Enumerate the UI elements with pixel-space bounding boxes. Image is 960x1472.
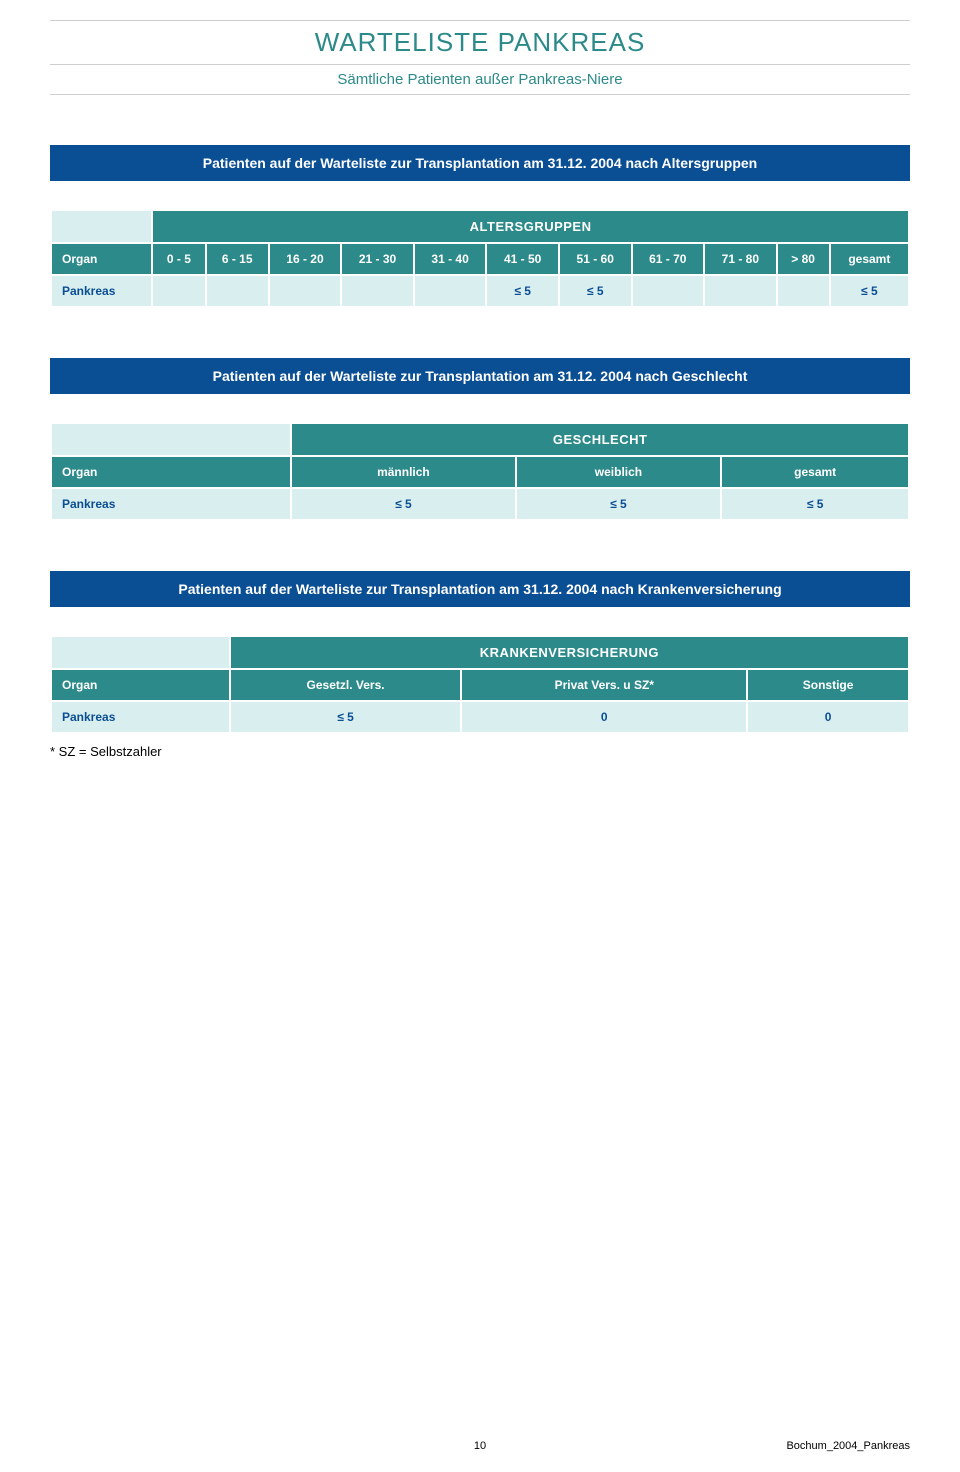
- table-group-header: ALTERSGRUPPEN: [153, 211, 908, 242]
- table-cell: [778, 276, 829, 306]
- table-col-header: 41 - 50: [487, 244, 558, 274]
- table-corner: [52, 211, 151, 242]
- table-cell: ≤ 5: [722, 489, 908, 519]
- data-table: ALTERSGRUPPENOrgan0 - 56 - 1516 - 2021 -…: [50, 209, 910, 308]
- table-col-header: gesamt: [831, 244, 908, 274]
- table-col-header: 71 - 80: [705, 244, 776, 274]
- table-cell: ≤ 5: [231, 702, 461, 732]
- table-col-header: 0 - 5: [153, 244, 204, 274]
- table-col-header: 61 - 70: [633, 244, 704, 274]
- table-cell: 0: [462, 702, 746, 732]
- table-row-label: Pankreas: [52, 489, 290, 519]
- table-cell: 0: [748, 702, 908, 732]
- table-cell: ≤ 5: [292, 489, 514, 519]
- table-cell: [705, 276, 776, 306]
- footnote: * SZ = Selbstzahler: [50, 744, 910, 759]
- table-col-header: 6 - 15: [207, 244, 268, 274]
- data-table: KRANKENVERSICHERUNGOrganGesetzl. Vers.Pr…: [50, 635, 910, 734]
- table-group-header: GESCHLECHT: [292, 424, 908, 455]
- page-subtitle: Sämtliche Patienten außer Pankreas-Niere: [50, 65, 910, 95]
- page-title: WARTELISTE PANKREAS: [50, 20, 910, 65]
- table-first-col-header: Organ: [52, 457, 290, 487]
- table-col-header: Sonstige: [748, 670, 908, 700]
- table-cell: [342, 276, 413, 306]
- data-table: GESCHLECHTOrganmännlichweiblichgesamt Pan…: [50, 422, 910, 521]
- table-col-header: 21 - 30: [342, 244, 413, 274]
- table-cell: ≤ 5: [560, 276, 631, 306]
- table-cell: [153, 276, 204, 306]
- table-col-header: Gesetzl. Vers.: [231, 670, 461, 700]
- table-cell: ≤ 5: [831, 276, 908, 306]
- section-banner: Patienten auf der Warteliste zur Transpl…: [50, 358, 910, 394]
- table-corner: [52, 424, 290, 455]
- table-cell: [207, 276, 268, 306]
- table-col-header: 16 - 20: [270, 244, 341, 274]
- table-col-header: 31 - 40: [415, 244, 486, 274]
- section-banner: Patienten auf der Warteliste zur Transpl…: [50, 145, 910, 181]
- table-first-col-header: Organ: [52, 244, 151, 274]
- table-row-label: Pankreas: [52, 702, 229, 732]
- table-col-header: weiblich: [517, 457, 721, 487]
- sections-container: Patienten auf der Warteliste zur Transpl…: [50, 145, 910, 759]
- table-col-header: gesamt: [722, 457, 908, 487]
- table-row-label: Pankreas: [52, 276, 151, 306]
- page-footer: 10 Bochum_2004_Pankreas: [50, 1440, 910, 1452]
- footer-doc-id: Bochum_2004_Pankreas: [786, 1440, 910, 1452]
- table-cell: ≤ 5: [487, 276, 558, 306]
- table-corner: [52, 637, 229, 668]
- table-cell: [270, 276, 341, 306]
- table-col-header: 51 - 60: [560, 244, 631, 274]
- page-header: WARTELISTE PANKREAS Sämtliche Patienten …: [50, 20, 910, 95]
- table-col-header: männlich: [292, 457, 514, 487]
- table-group-header: KRANKENVERSICHERUNG: [231, 637, 908, 668]
- footer-page-number: 10: [474, 1440, 486, 1452]
- table-cell: [415, 276, 486, 306]
- table-col-header: Privat Vers. u SZ*: [462, 670, 746, 700]
- table-cell: [633, 276, 704, 306]
- table-cell: ≤ 5: [517, 489, 721, 519]
- table-first-col-header: Organ: [52, 670, 229, 700]
- table-col-header: > 80: [778, 244, 829, 274]
- section-banner: Patienten auf der Warteliste zur Transpl…: [50, 571, 910, 607]
